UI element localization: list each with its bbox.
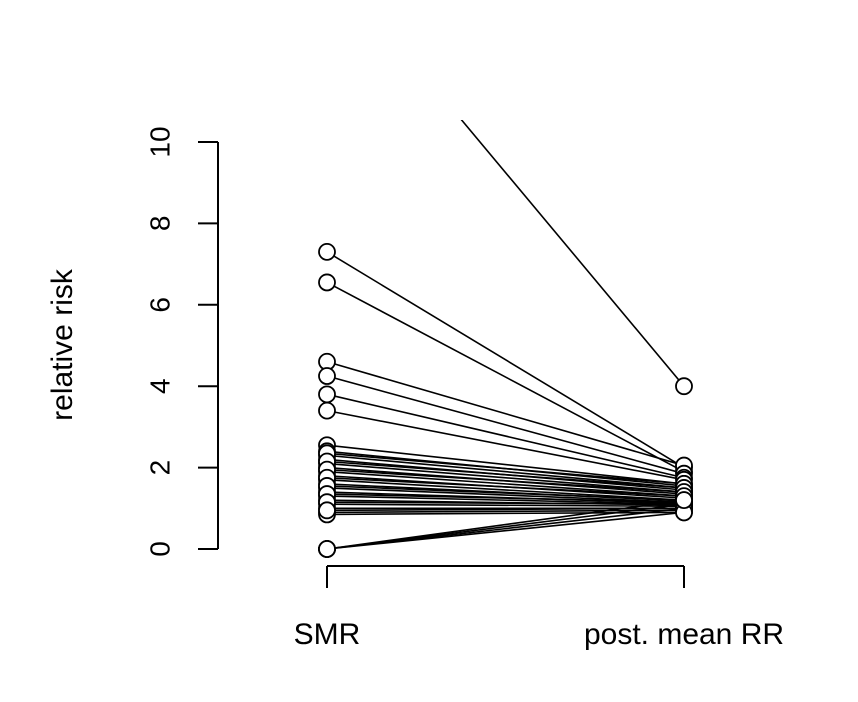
data-line: [326, 476, 685, 497]
smr-point: [318, 501, 336, 520]
data-line: [326, 493, 685, 503]
data-line: [326, 479, 685, 501]
data-line: [326, 485, 685, 501]
x-tick-label: post. mean RR: [584, 618, 784, 651]
y-axis: 0 2 4 6 8 10: [145, 126, 219, 557]
data-line: [460, 120, 685, 387]
smr-point: [318, 273, 336, 292]
smr-point: [318, 367, 336, 385]
x-tick-label: SMR: [294, 618, 361, 651]
y-tick-label: 0: [145, 541, 176, 557]
smr-point: [318, 242, 336, 261]
post-mean-rr-point: [675, 377, 693, 396]
data-line: [326, 462, 685, 493]
y-tick-label: 6: [145, 297, 176, 313]
data-line: [326, 460, 685, 489]
data-line: [326, 454, 685, 489]
data-line: [326, 468, 685, 493]
data-line: [326, 511, 685, 516]
post-mean-rr-point: [675, 491, 693, 510]
data-line: [326, 444, 685, 485]
data-line: [326, 393, 685, 479]
smr-point: [318, 401, 336, 420]
data-line: [326, 251, 685, 469]
data-segments: [326, 120, 685, 550]
data-line: [326, 503, 685, 508]
data-line: [326, 361, 685, 467]
data-line: [326, 487, 685, 503]
data-line: [326, 409, 685, 481]
x-axis: SMR post. mean RR: [294, 565, 784, 651]
data-line: [326, 281, 685, 473]
data-line: [326, 501, 685, 506]
y-tick-label: 4: [145, 378, 176, 394]
y-axis-label: relative risk: [46, 268, 79, 421]
data-line: [326, 452, 685, 485]
y-tick-label: 10: [145, 126, 176, 157]
y-tick-label: 8: [145, 216, 176, 232]
data-markers: [318, 242, 693, 558]
data-line: [326, 470, 685, 497]
y-tick-label: 2: [145, 460, 176, 476]
data-line: [326, 509, 685, 514]
data-line: [326, 495, 685, 506]
data-line: [326, 375, 685, 475]
smr-point: [318, 385, 336, 404]
smr-point: [318, 540, 336, 558]
data-line: [326, 511, 685, 550]
data-line: [326, 499, 685, 550]
